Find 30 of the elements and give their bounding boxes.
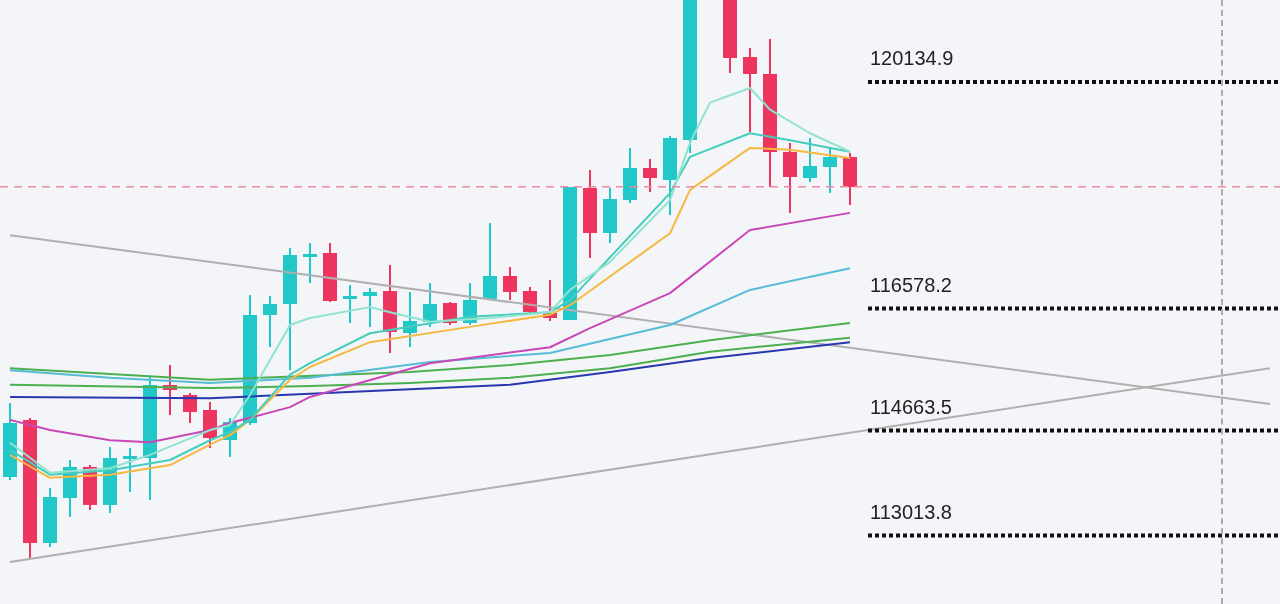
candlestick xyxy=(823,146,837,194)
ref-line-label: 113013.8 xyxy=(870,501,952,524)
candlestick xyxy=(323,241,337,302)
candlestick xyxy=(123,447,137,493)
candlestick xyxy=(803,137,817,183)
candlestick xyxy=(283,247,297,371)
candlestick xyxy=(603,187,617,244)
candlestick xyxy=(743,47,757,133)
candlestick xyxy=(503,266,517,301)
candlestick xyxy=(643,157,657,193)
candlestick xyxy=(423,281,437,328)
ref-line-label: 116578.2 xyxy=(870,274,952,297)
candlestick xyxy=(623,147,637,204)
candlestick xyxy=(763,37,777,188)
candlestick xyxy=(43,487,57,548)
candlestick xyxy=(203,400,217,450)
candlestick xyxy=(303,241,317,284)
candlestick xyxy=(783,141,797,214)
candlestick xyxy=(363,287,377,328)
candlestick xyxy=(263,294,277,348)
candlestick xyxy=(343,284,357,324)
ref-line-label: 114663.5 xyxy=(870,395,952,418)
candlestick xyxy=(383,263,397,354)
candlestick xyxy=(843,151,857,206)
candlestick xyxy=(23,417,37,560)
candlestick xyxy=(3,401,17,481)
ref-line-label: 120134.9 xyxy=(870,47,954,70)
candlestick xyxy=(723,0,737,74)
candlestick xyxy=(663,134,677,216)
candlestick xyxy=(583,169,597,260)
